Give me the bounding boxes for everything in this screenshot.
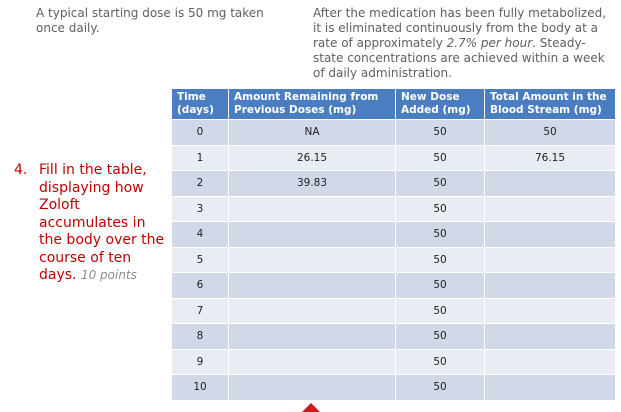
cell-dose: 50 (395, 144, 485, 171)
cell-total[interactable] (484, 297, 616, 324)
cell-dose: 50 (395, 297, 485, 324)
cell-remaining[interactable] (228, 323, 396, 350)
cell-remaining[interactable] (228, 221, 396, 248)
table-row: 10 50 (171, 374, 616, 401)
cell-total[interactable] (484, 221, 616, 248)
cell-dose: 50 (395, 323, 485, 350)
intro-dose-text: A typical starting dose is 50 mg taken o… (36, 6, 264, 35)
question-points: 10 points (80, 268, 137, 282)
cell-remaining[interactable]: 26.15 (228, 144, 396, 171)
question-number: 4. (14, 162, 28, 178)
header-remaining: Amount Remaining from Previous Doses (mg… (228, 88, 396, 120)
cell-total[interactable]: 50 (484, 119, 616, 146)
cell-dose: 50 (395, 246, 485, 273)
cell-day: 2 (171, 170, 229, 197)
table-row: 9 50 (171, 348, 616, 375)
elimination-rate: 2.7% per hour (446, 36, 533, 50)
cell-day: 1 (171, 144, 229, 171)
table-row: 6 50 (171, 272, 616, 299)
cell-total[interactable] (484, 170, 616, 197)
elimination-text-part2: . Steady-state concentrations are achiev… (313, 36, 605, 80)
cell-total[interactable] (484, 348, 616, 375)
cell-day: 3 (171, 195, 229, 222)
cell-dose: 50 (395, 272, 485, 299)
table-row: 0 NA 50 50 (171, 119, 616, 146)
cell-dose: 50 (395, 195, 485, 222)
question-body: Fill in the table, displaying how Zoloft… (39, 162, 167, 285)
table-row: 4 50 (171, 221, 616, 248)
zoloft-accumulation-table: Time (days) Amount Remaining from Previo… (171, 88, 616, 401)
cell-remaining[interactable] (228, 348, 396, 375)
cell-dose: 50 (395, 119, 485, 146)
table-row: 1 26.15 50 76.15 (171, 144, 616, 171)
cell-dose: 50 (395, 170, 485, 197)
cell-total[interactable] (484, 374, 616, 401)
cell-total[interactable]: 76.15 (484, 144, 616, 171)
cell-day: 6 (171, 272, 229, 299)
cell-dose: 50 (395, 348, 485, 375)
table-row: 5 50 (171, 246, 616, 273)
cell-remaining[interactable] (228, 195, 396, 222)
header-time: Time (days) (171, 88, 229, 120)
up-arrow-icon (302, 403, 320, 412)
question-text: Fill in the table, displaying how Zoloft… (39, 162, 165, 283)
cell-day: 8 (171, 323, 229, 350)
table-row: 8 50 (171, 323, 616, 350)
cell-dose: 50 (395, 221, 485, 248)
cell-day: 0 (171, 119, 229, 146)
cell-total[interactable] (484, 195, 616, 222)
cell-day: 5 (171, 246, 229, 273)
cell-remaining[interactable]: NA (228, 119, 396, 146)
cell-remaining[interactable] (228, 297, 396, 324)
table-row: 3 50 (171, 195, 616, 222)
cell-total[interactable] (484, 246, 616, 273)
cell-total[interactable] (484, 323, 616, 350)
cell-remaining[interactable]: 39.83 (228, 170, 396, 197)
cell-day: 4 (171, 221, 229, 248)
header-total: Total Amount in the Blood Stream (mg) (484, 88, 616, 120)
cell-day: 9 (171, 348, 229, 375)
header-new-dose: New Dose Added (mg) (395, 88, 485, 120)
cell-remaining[interactable] (228, 272, 396, 299)
table-row: 7 50 (171, 297, 616, 324)
intro-elimination-text: After the medication has been fully meta… (313, 6, 613, 81)
cell-day: 10 (171, 374, 229, 401)
elimination-text-part1: After the medication has been fully meta… (313, 6, 607, 50)
table-header-row: Time (days) Amount Remaining from Previo… (171, 88, 616, 120)
cell-dose: 50 (395, 374, 485, 401)
table-row: 2 39.83 50 (171, 170, 616, 197)
cell-remaining[interactable] (228, 246, 396, 273)
cell-remaining[interactable] (228, 374, 396, 401)
cell-total[interactable] (484, 272, 616, 299)
cell-day: 7 (171, 297, 229, 324)
